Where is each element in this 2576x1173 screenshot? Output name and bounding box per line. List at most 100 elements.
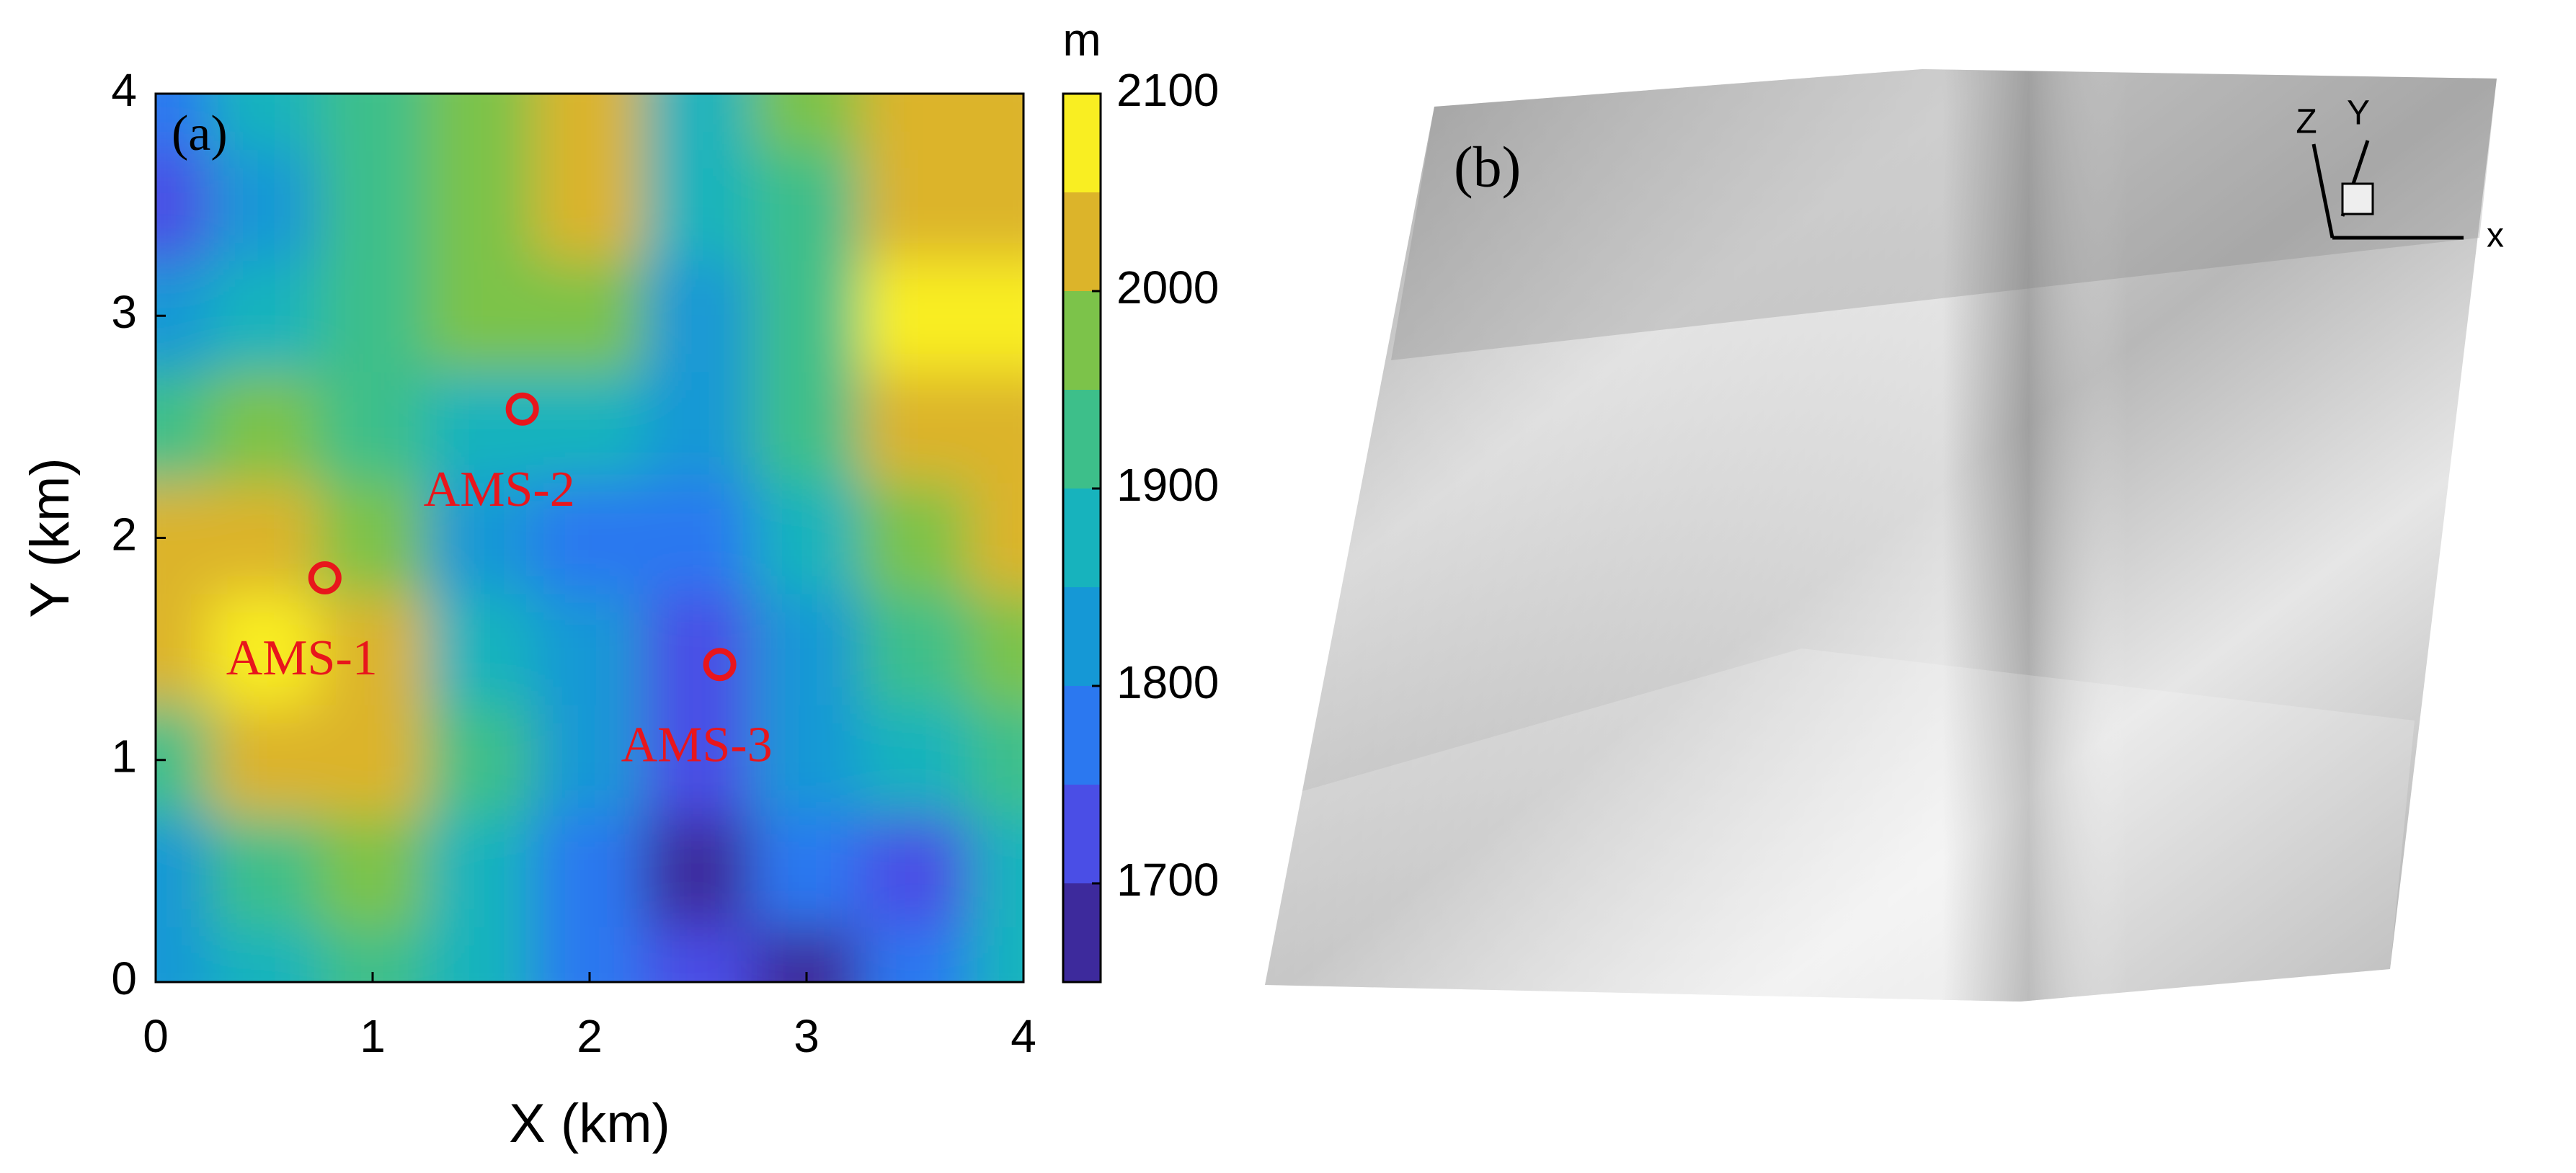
elevation-cell [643,925,753,982]
x-axis-label: X (km) [509,1093,670,1154]
elevation-cell [209,259,319,373]
elevation-cell [860,703,970,816]
x-tick-label: 0 [143,1010,169,1062]
elevation-cell [643,592,753,705]
panel-label: (a) [172,106,228,161]
elevation-cell [751,592,862,705]
elevation-cell [534,259,645,373]
elevation-cell [534,481,645,594]
y-tick-label: 4 [111,64,137,116]
y-tick-label: 0 [111,953,137,1004]
elevation-cell [209,94,319,151]
x-tick-label: 1 [360,1010,386,1062]
elevation-cell [156,814,211,927]
y-tick-label: 3 [111,286,137,338]
elevation-cell [860,259,970,373]
x-tick-label: 3 [794,1010,820,1062]
colorbar-band [1063,192,1101,291]
elevation-cell [209,592,319,705]
elevation-cell [643,94,753,151]
elevation-cell [968,370,1023,483]
elevation-cell [968,481,1023,594]
elevation-cell [534,592,645,705]
elevation-cell [751,94,862,151]
elevation-cell [209,481,319,594]
elevation-cell [426,703,536,816]
elevation-cell [968,148,1023,262]
station-label: AMS-3 [621,717,773,772]
elevation-cell [156,925,211,982]
elevation-cell [156,94,211,151]
elevation-cell [426,259,536,373]
elevation-cell [534,703,645,816]
elevation-cell [534,148,645,262]
elevation-cell [156,148,211,262]
elevation-cell [968,592,1023,705]
elevation-cell [426,94,536,151]
elevation-cell [317,148,428,262]
elevation-cell [426,148,536,262]
elevation-cell [968,94,1023,151]
axis-triad-label: x [2487,217,2504,255]
elevation-cell [209,925,319,982]
elevation-cell [534,94,645,151]
elevation-cell [751,370,862,483]
elevation-cell [968,703,1023,816]
y-tick-label: 2 [111,508,137,560]
elevation-cell [534,814,645,927]
colorbar-band [1063,883,1101,982]
elevation-cell [209,370,319,483]
elevation-cell [209,703,319,816]
colorbar-tick-label: 2100 [1116,64,1219,116]
surface-render [1265,69,2497,1002]
colorbar-band [1063,390,1101,489]
colorbar-band [1063,785,1101,883]
elevation-cell [751,703,862,816]
elevation-cell [968,814,1023,927]
elevation-cell [751,259,862,373]
station-marker [703,648,737,682]
colorbar-frame [1062,92,1102,984]
panel-label: (b) [1454,135,1521,199]
elevation-cell [860,148,970,262]
elevation-cell [643,259,753,373]
elevation-cell [860,925,970,982]
elevation-cell [426,925,536,982]
elevation-cell [156,370,211,483]
elevation-cell [643,814,753,927]
colorbar-band [1063,94,1101,192]
elevation-cell [156,592,211,705]
station-label: AMS-1 [226,630,378,686]
elevation-cell [860,481,970,594]
elevation-cell [751,481,862,594]
colorbar-band [1063,291,1101,390]
station-marker [308,561,342,594]
elevation-cell [317,259,428,373]
elevation-cell [643,481,753,594]
elevation-cell [209,814,319,927]
elevation-cell [968,925,1023,982]
elevation-cell [643,703,753,816]
x-tick-label: 2 [577,1010,603,1062]
elevation-cell [317,703,428,816]
elevation-cell [317,814,428,927]
elevation-cell [751,148,862,262]
elevation-cell [643,370,753,483]
elevation-cell [860,592,970,705]
x-tick-label: 4 [1011,1010,1036,1062]
colorbar-tick-label: 1900 [1116,459,1219,511]
y-tick-label: 1 [111,731,137,782]
colorbar-tick-label: 2000 [1116,262,1219,313]
colorbar-band [1063,587,1101,686]
elevation-cell [860,814,970,927]
elevation-cell [317,481,428,594]
colorbar-label: m [1062,14,1101,66]
elevation-cell [860,94,970,151]
elevation-cell [426,481,536,594]
elevation-cell [317,592,428,705]
colorbar-tick-label: 1800 [1116,656,1219,708]
elevation-cell [426,592,536,705]
colorbar-band [1063,686,1101,785]
elevation-cell [968,259,1023,373]
